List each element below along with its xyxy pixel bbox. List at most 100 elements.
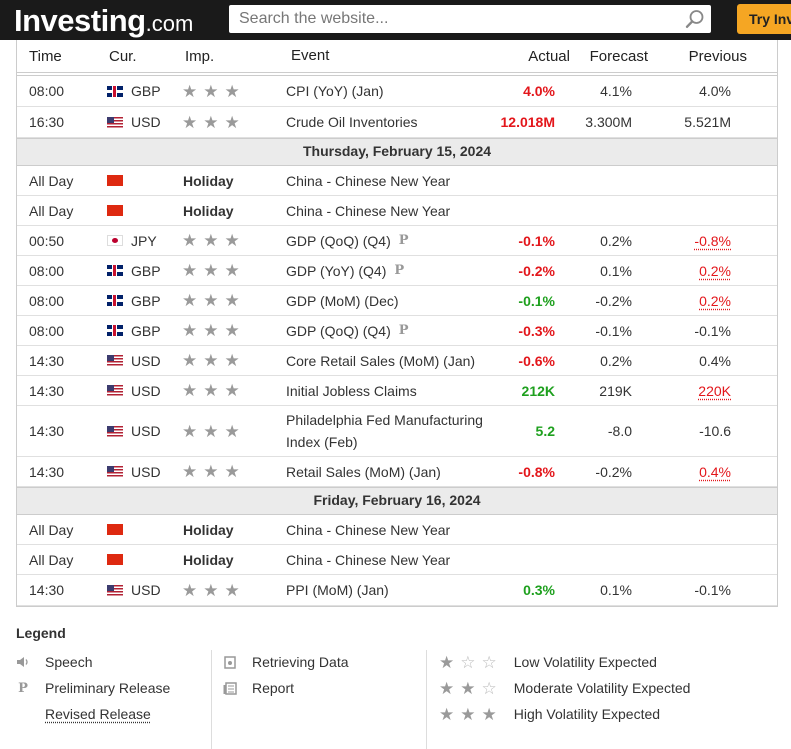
star-icon: ★: [182, 291, 198, 310]
holiday-row[interactable]: All Day Holiday China - Chinese New Year: [17, 515, 777, 545]
star-icon: ★: [224, 351, 240, 370]
event-time: All Day: [29, 521, 74, 538]
star-icon: ★: [182, 261, 198, 280]
col-time[interactable]: Time: [29, 47, 62, 65]
event-row[interactable]: 14:30 USD ★ ★ ★ Retail Sales (MoM) (Jan) -0.8%…: [17, 457, 777, 487]
star-icon: ★: [224, 112, 240, 132]
event-name-text[interactable]: Crude Oil Inventories: [286, 114, 418, 130]
previous-value-text[interactable]: -0.8%: [694, 232, 731, 249]
star-icon: ★: [203, 351, 219, 370]
country-flag: [107, 575, 123, 605]
forecast-value: -0.2%: [595, 292, 632, 309]
event-name[interactable]: GDP (MoM) (Dec): [286, 286, 496, 315]
event-name-text[interactable]: GDP (QoQ) (Q4): [286, 232, 391, 249]
event-name[interactable]: Initial Jobless Claims: [286, 376, 496, 405]
event-name-text[interactable]: GDP (YoY) (Q4): [286, 262, 387, 279]
currency-code: GBP: [131, 262, 161, 279]
col-currency[interactable]: Cur.: [109, 47, 137, 65]
event-name[interactable]: Retail Sales (MoM) (Jan): [286, 457, 496, 486]
importance-stars: ★ ★ ★: [182, 406, 240, 456]
country-flag: [107, 316, 123, 345]
event-name-text[interactable]: CPI (YoY) (Jan): [286, 83, 384, 99]
currency-code: USD: [131, 352, 161, 369]
search-icon[interactable]: [685, 9, 705, 29]
holiday-label: Holiday: [183, 551, 234, 568]
event-name-text[interactable]: GDP (MoM) (Dec): [286, 292, 399, 309]
event-row[interactable]: 14:30 USD ★ ★ ★ Philadelphia Fed Manufacturin…: [17, 406, 777, 457]
event-name-text[interactable]: Philadelphia Fed Manufacturing Index (Fe…: [286, 412, 483, 450]
event-row[interactable]: 14:30 USD ★ ★ ★ PPI (MoM) (Jan) 0.3% 0.1% -0.1%: [17, 575, 777, 606]
event-name[interactable]: Philadelphia Fed Manufacturing Index (Fe…: [286, 406, 496, 456]
col-importance[interactable]: Imp.: [185, 47, 215, 65]
holiday-row[interactable]: All Day Holiday China - Chinese New Year: [17, 196, 777, 226]
event-name[interactable]: GDP (YoY) (Q4) P: [286, 256, 496, 285]
event-name[interactable]: China - Chinese New Year: [286, 551, 451, 568]
event-name[interactable]: GDP (QoQ) (Q4) P: [286, 226, 496, 255]
event-name[interactable]: China - Chinese New Year: [286, 202, 451, 219]
previous-value: 0.2%: [699, 286, 731, 315]
event-name-text[interactable]: Initial Jobless Claims: [286, 382, 417, 399]
forecast-value: 219K: [599, 382, 632, 399]
high-volatility-stars: ★ ★ ★: [439, 706, 497, 723]
holiday-row[interactable]: All Day Holiday China - Chinese New Year: [17, 545, 777, 575]
star-icon: ★: [182, 421, 198, 441]
holiday-row[interactable]: All Day Holiday China - Chinese New Year: [17, 166, 777, 196]
star-icon: ★: [203, 231, 219, 250]
actual-value: -0.1%: [518, 232, 555, 249]
event-row[interactable]: 14:30 USD ★ ★ ★ Core Retail Sales (MoM) (Jan)…: [17, 346, 777, 376]
previous-value-text[interactable]: 0.4%: [699, 463, 731, 480]
previous-value-text: 5.521M: [684, 114, 731, 130]
table-body: 08:00 GBP ★ ★ ★ CPI (YoY) (Jan) 4.0% 4.1% 4.0% 16…: [17, 76, 777, 606]
try-pro-button[interactable]: Try Inv: [737, 4, 791, 34]
flag-cn-icon: [107, 205, 123, 216]
event-name[interactable]: CPI (YoY) (Jan): [286, 76, 496, 106]
event-row[interactable]: 08:00 GBP ★ ★ ★ GDP (YoY) (Q4) P -0.2% 0.1% 0.2%: [17, 256, 777, 286]
star-icon: ★: [203, 112, 219, 132]
col-event[interactable]: Event: [291, 47, 330, 64]
event-name[interactable]: Crude Oil Inventories: [286, 107, 496, 137]
flag-cn-icon: [107, 524, 123, 535]
col-forecast[interactable]: Forecast: [589, 47, 648, 65]
event-name[interactable]: China - Chinese New Year: [286, 172, 451, 189]
search-input[interactable]: [229, 5, 679, 33]
event-time: 08:00: [29, 322, 65, 339]
event-name[interactable]: China - Chinese New Year: [286, 521, 451, 538]
event-row[interactable]: 14:30 USD ★ ★ ★ Initial Jobless Claims 212K 219…: [17, 376, 777, 406]
previous-value: 4.0%: [699, 76, 731, 106]
event-row[interactable]: 08:00 GBP ★ ★ ★ GDP (QoQ) (Q4) P -0.3% -0.1% -0.1…: [17, 316, 777, 346]
country-flag: [107, 76, 123, 106]
speaker-icon: [16, 656, 30, 668]
logo-suffix-text: .com: [145, 11, 194, 36]
star-icon: ★: [182, 81, 198, 101]
event-row[interactable]: 16:30 USD ★ ★ ★ Crude Oil Inventories 12.018M 3…: [17, 107, 777, 138]
importance-stars: ★ ★ ★: [182, 457, 240, 486]
importance-stars: ★ ★ ★: [182, 286, 240, 315]
previous-value: 0.4%: [699, 457, 731, 486]
col-previous[interactable]: Previous: [688, 47, 747, 65]
event-name-text[interactable]: Core Retail Sales (MoM) (Jan): [286, 352, 476, 369]
investing-logo[interactable]: Investing.com: [14, 3, 193, 39]
search-box: [229, 5, 711, 33]
event-name[interactable]: PPI (MoM) (Jan): [286, 575, 496, 605]
event-name-text[interactable]: PPI (MoM) (Jan): [286, 582, 389, 598]
previous-value-text[interactable]: 0.2%: [699, 292, 731, 309]
legend-retrieving-label: Retrieving Data: [252, 654, 349, 670]
event-name[interactable]: GDP (QoQ) (Q4) P: [286, 316, 496, 345]
star-icon: ★: [224, 381, 240, 400]
currency-code: USD: [131, 382, 161, 399]
event-name[interactable]: Core Retail Sales (MoM) (Jan): [286, 346, 496, 375]
event-row[interactable]: 00:50 JPY ★ ★ ★ GDP (QoQ) (Q4) P -0.1% 0.2% -0.8%: [17, 226, 777, 256]
forecast-value: 4.1%: [600, 83, 632, 99]
event-row[interactable]: 08:00 GBP ★ ★ ★ CPI (YoY) (Jan) 4.0% 4.1% 4.0%: [17, 76, 777, 107]
col-actual[interactable]: Actual: [528, 47, 570, 65]
previous-value-text[interactable]: 0.2%: [699, 262, 731, 279]
flag-gb-icon: [107, 325, 123, 336]
event-name-text[interactable]: Retail Sales (MoM) (Jan): [286, 463, 441, 480]
event-time: All Day: [29, 551, 74, 568]
previous-value-text[interactable]: 220K: [698, 382, 731, 399]
event-name-text[interactable]: GDP (QoQ) (Q4): [286, 322, 391, 339]
event-row[interactable]: 08:00 GBP ★ ★ ★ GDP (MoM) (Dec) -0.1% -0.2% 0.2%: [17, 286, 777, 316]
actual-value: 212K: [521, 382, 555, 399]
country-flag: [107, 545, 123, 574]
star-icon: ★: [224, 81, 240, 101]
